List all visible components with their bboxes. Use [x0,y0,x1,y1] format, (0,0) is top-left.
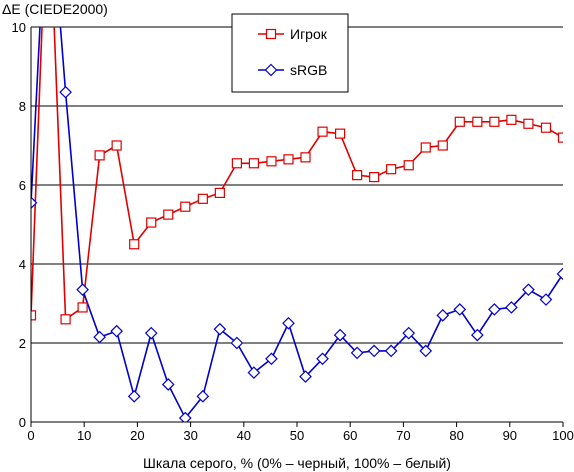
x-tick-label: 70 [396,428,410,443]
x-tick-label: 40 [237,428,251,443]
data-point-0 [283,154,294,165]
data-point-1 [265,352,278,366]
data-point-0 [420,142,431,153]
data-point-0 [214,187,225,198]
legend-label-srgb: sRGB [290,62,327,78]
data-point-1 [299,370,312,383]
x-axis-title: Шкала серого, % (0% – черный, 100% – бел… [143,455,451,471]
data-point-0 [506,114,517,125]
data-point-0 [557,132,563,143]
data-point-1 [282,316,295,330]
y-tick-label: 4 [19,257,26,272]
x-tick-label: 50 [290,428,304,443]
data-point-1 [384,344,398,358]
data-point-1 [316,352,329,366]
legend-marker-srgb [264,63,278,77]
data-point-0 [403,160,414,171]
data-point-0 [31,310,37,321]
legend-marker-igrok [265,28,277,40]
data-point-1 [539,293,553,306]
data-point-0 [146,217,157,228]
data-point-0 [300,152,311,163]
data-point-1 [522,283,535,297]
data-point-0 [369,172,380,183]
data-point-1 [367,344,381,358]
data-point-1 [350,346,364,360]
x-tick-label: 10 [77,428,91,443]
data-point-1 [247,366,261,379]
data-point-1 [436,309,450,322]
data-point-1 [470,328,484,342]
data-point-0 [231,158,242,169]
data-point-1 [76,283,89,297]
data-point-0 [163,209,174,220]
data-point-0 [386,164,397,175]
data-point-1 [556,267,563,281]
data-point-1 [230,336,244,350]
legend-box [231,13,349,93]
data-point-0 [129,239,140,250]
data-point-0 [248,158,260,169]
y-tick-label: 6 [19,178,26,193]
data-point-1 [178,411,192,422]
x-tick-label: 90 [503,428,517,443]
legend-label-igrok: Игрок [290,26,328,42]
y-tick-label: 0 [19,415,26,430]
data-point-0 [472,116,483,127]
x-tick-label: 80 [449,428,463,443]
data-point-0 [489,116,500,127]
x-tick-label: 0 [27,428,34,443]
data-point-1 [144,326,158,340]
data-point-0 [94,150,105,161]
x-tick-label: 20 [130,428,144,443]
data-point-0 [334,128,346,139]
data-point-0 [437,140,448,151]
data-point-0 [317,126,328,137]
data-point-0 [540,122,552,133]
legend: Игрок sRGB [231,13,349,93]
data-point-1 [93,330,106,344]
series-markers [31,85,563,422]
axes [30,27,564,427]
y-tick-label: 8 [19,99,26,114]
x-tick-label: 30 [183,428,197,443]
data-point-1 [196,389,210,403]
y-tick-label: 2 [19,336,26,351]
y-axis-title: ΔE (CIEDE2000) [2,1,108,17]
data-point-0 [454,116,465,127]
data-point-0 [77,302,88,313]
data-point-1 [127,389,141,403]
legend-marker-shape [265,28,277,40]
legend-marker-shape [264,63,278,77]
x-tick-label: 60 [343,428,357,443]
y-tick-label: 10 [12,20,26,35]
data-point-0 [197,193,208,204]
data-point-0 [180,201,191,212]
data-point-1 [31,196,38,210]
data-point-0 [60,314,71,325]
data-point-1 [488,303,501,316]
x-tick-label: 100 [552,428,574,443]
data-point-0 [266,156,277,167]
data-point-0 [111,140,122,151]
data-point-0 [523,118,534,129]
series-line-1 [31,27,563,419]
data-point-1 [110,324,124,338]
data-point-1 [213,322,227,336]
data-point-1 [333,328,347,342]
data-point-1 [59,85,72,99]
data-point-1 [505,301,518,314]
data-point-1 [453,303,467,316]
data-point-1 [161,378,175,391]
data-point-1 [419,344,433,358]
data-point-1 [402,326,416,340]
data-point-0 [352,170,363,181]
